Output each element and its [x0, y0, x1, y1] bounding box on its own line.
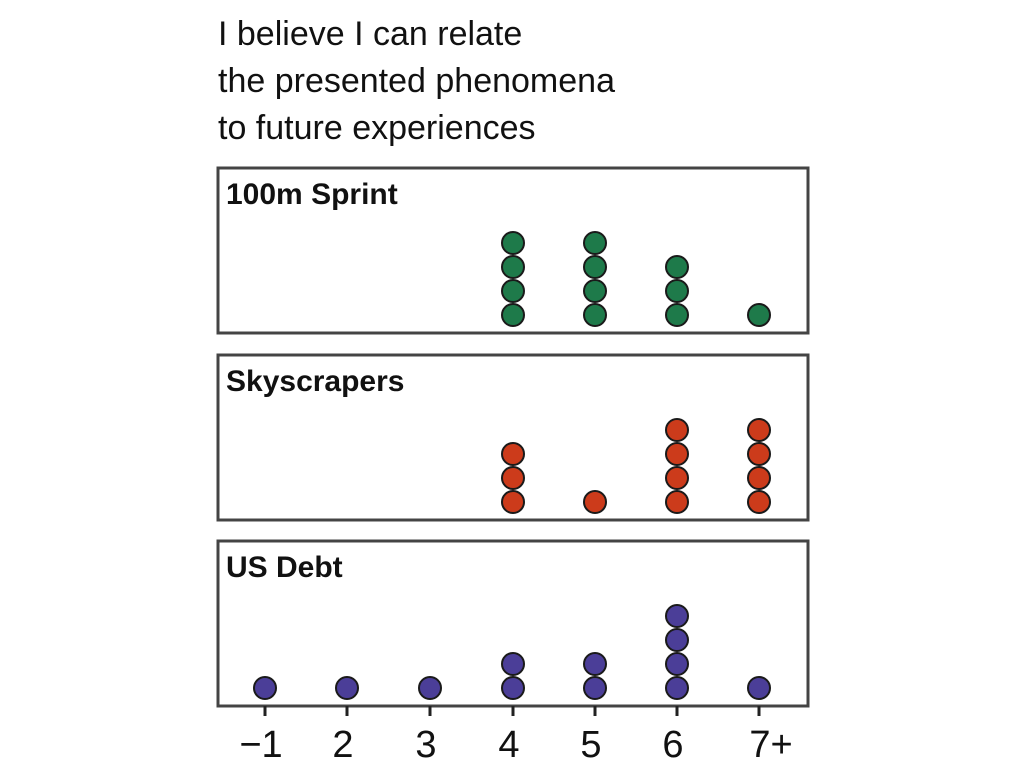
data-point — [665, 604, 689, 628]
panel-1: 100m Sprint — [216, 166, 810, 335]
panel-frame — [216, 539, 810, 708]
data-point — [583, 652, 607, 676]
data-point — [665, 442, 689, 466]
data-point — [665, 490, 689, 514]
data-point — [583, 490, 607, 514]
data-point — [501, 303, 525, 327]
panel-2: Skyscrapers — [216, 353, 810, 522]
data-point — [501, 442, 525, 466]
data-point — [747, 676, 771, 700]
panel-label: 100m Sprint — [226, 178, 398, 211]
data-point — [253, 676, 277, 700]
panels: 100m Sprint Skyscrapers US Debt — [216, 166, 810, 708]
data-point — [583, 303, 607, 327]
data-point — [583, 255, 607, 279]
data-point — [665, 303, 689, 327]
data-point — [665, 255, 689, 279]
data-point — [747, 490, 771, 514]
data-point — [501, 279, 525, 303]
data-point — [418, 676, 442, 700]
data-point — [747, 466, 771, 490]
data-point — [583, 279, 607, 303]
x-axis: −1 2 3 4 5 6 7+ — [239, 706, 793, 766]
x-tick-label: 5 — [580, 724, 601, 766]
panel-label: US Debt — [226, 551, 343, 584]
data-point — [747, 442, 771, 466]
x-tick-label: 3 — [415, 724, 436, 766]
data-point — [665, 279, 689, 303]
data-point — [747, 303, 771, 327]
x-tick-label: 6 — [662, 724, 683, 766]
data-point — [665, 628, 689, 652]
data-point — [665, 466, 689, 490]
chart-title: I believe I can relate the presented phe… — [218, 15, 615, 147]
data-point — [501, 676, 525, 700]
data-point — [501, 466, 525, 490]
data-point — [335, 676, 359, 700]
chart-title-line-2: the presented phenomena — [218, 62, 615, 100]
x-tick-label: 7+ — [749, 724, 792, 766]
x-tick-label: 4 — [498, 724, 519, 766]
data-point — [583, 231, 607, 255]
data-point — [501, 490, 525, 514]
x-tick-label: 2 — [332, 724, 353, 766]
panel-label: Skyscrapers — [226, 365, 404, 398]
data-point — [665, 418, 689, 442]
data-point — [665, 676, 689, 700]
chart-title-line-3: to future experiences — [218, 109, 536, 147]
chart-title-line-1: I believe I can relate — [218, 15, 522, 53]
data-point — [501, 255, 525, 279]
panel-3: US Debt — [216, 539, 810, 708]
data-point — [501, 652, 525, 676]
data-point — [583, 676, 607, 700]
data-point — [665, 652, 689, 676]
data-point — [501, 231, 525, 255]
data-point — [747, 418, 771, 442]
x-tick-label: −1 — [239, 724, 282, 766]
